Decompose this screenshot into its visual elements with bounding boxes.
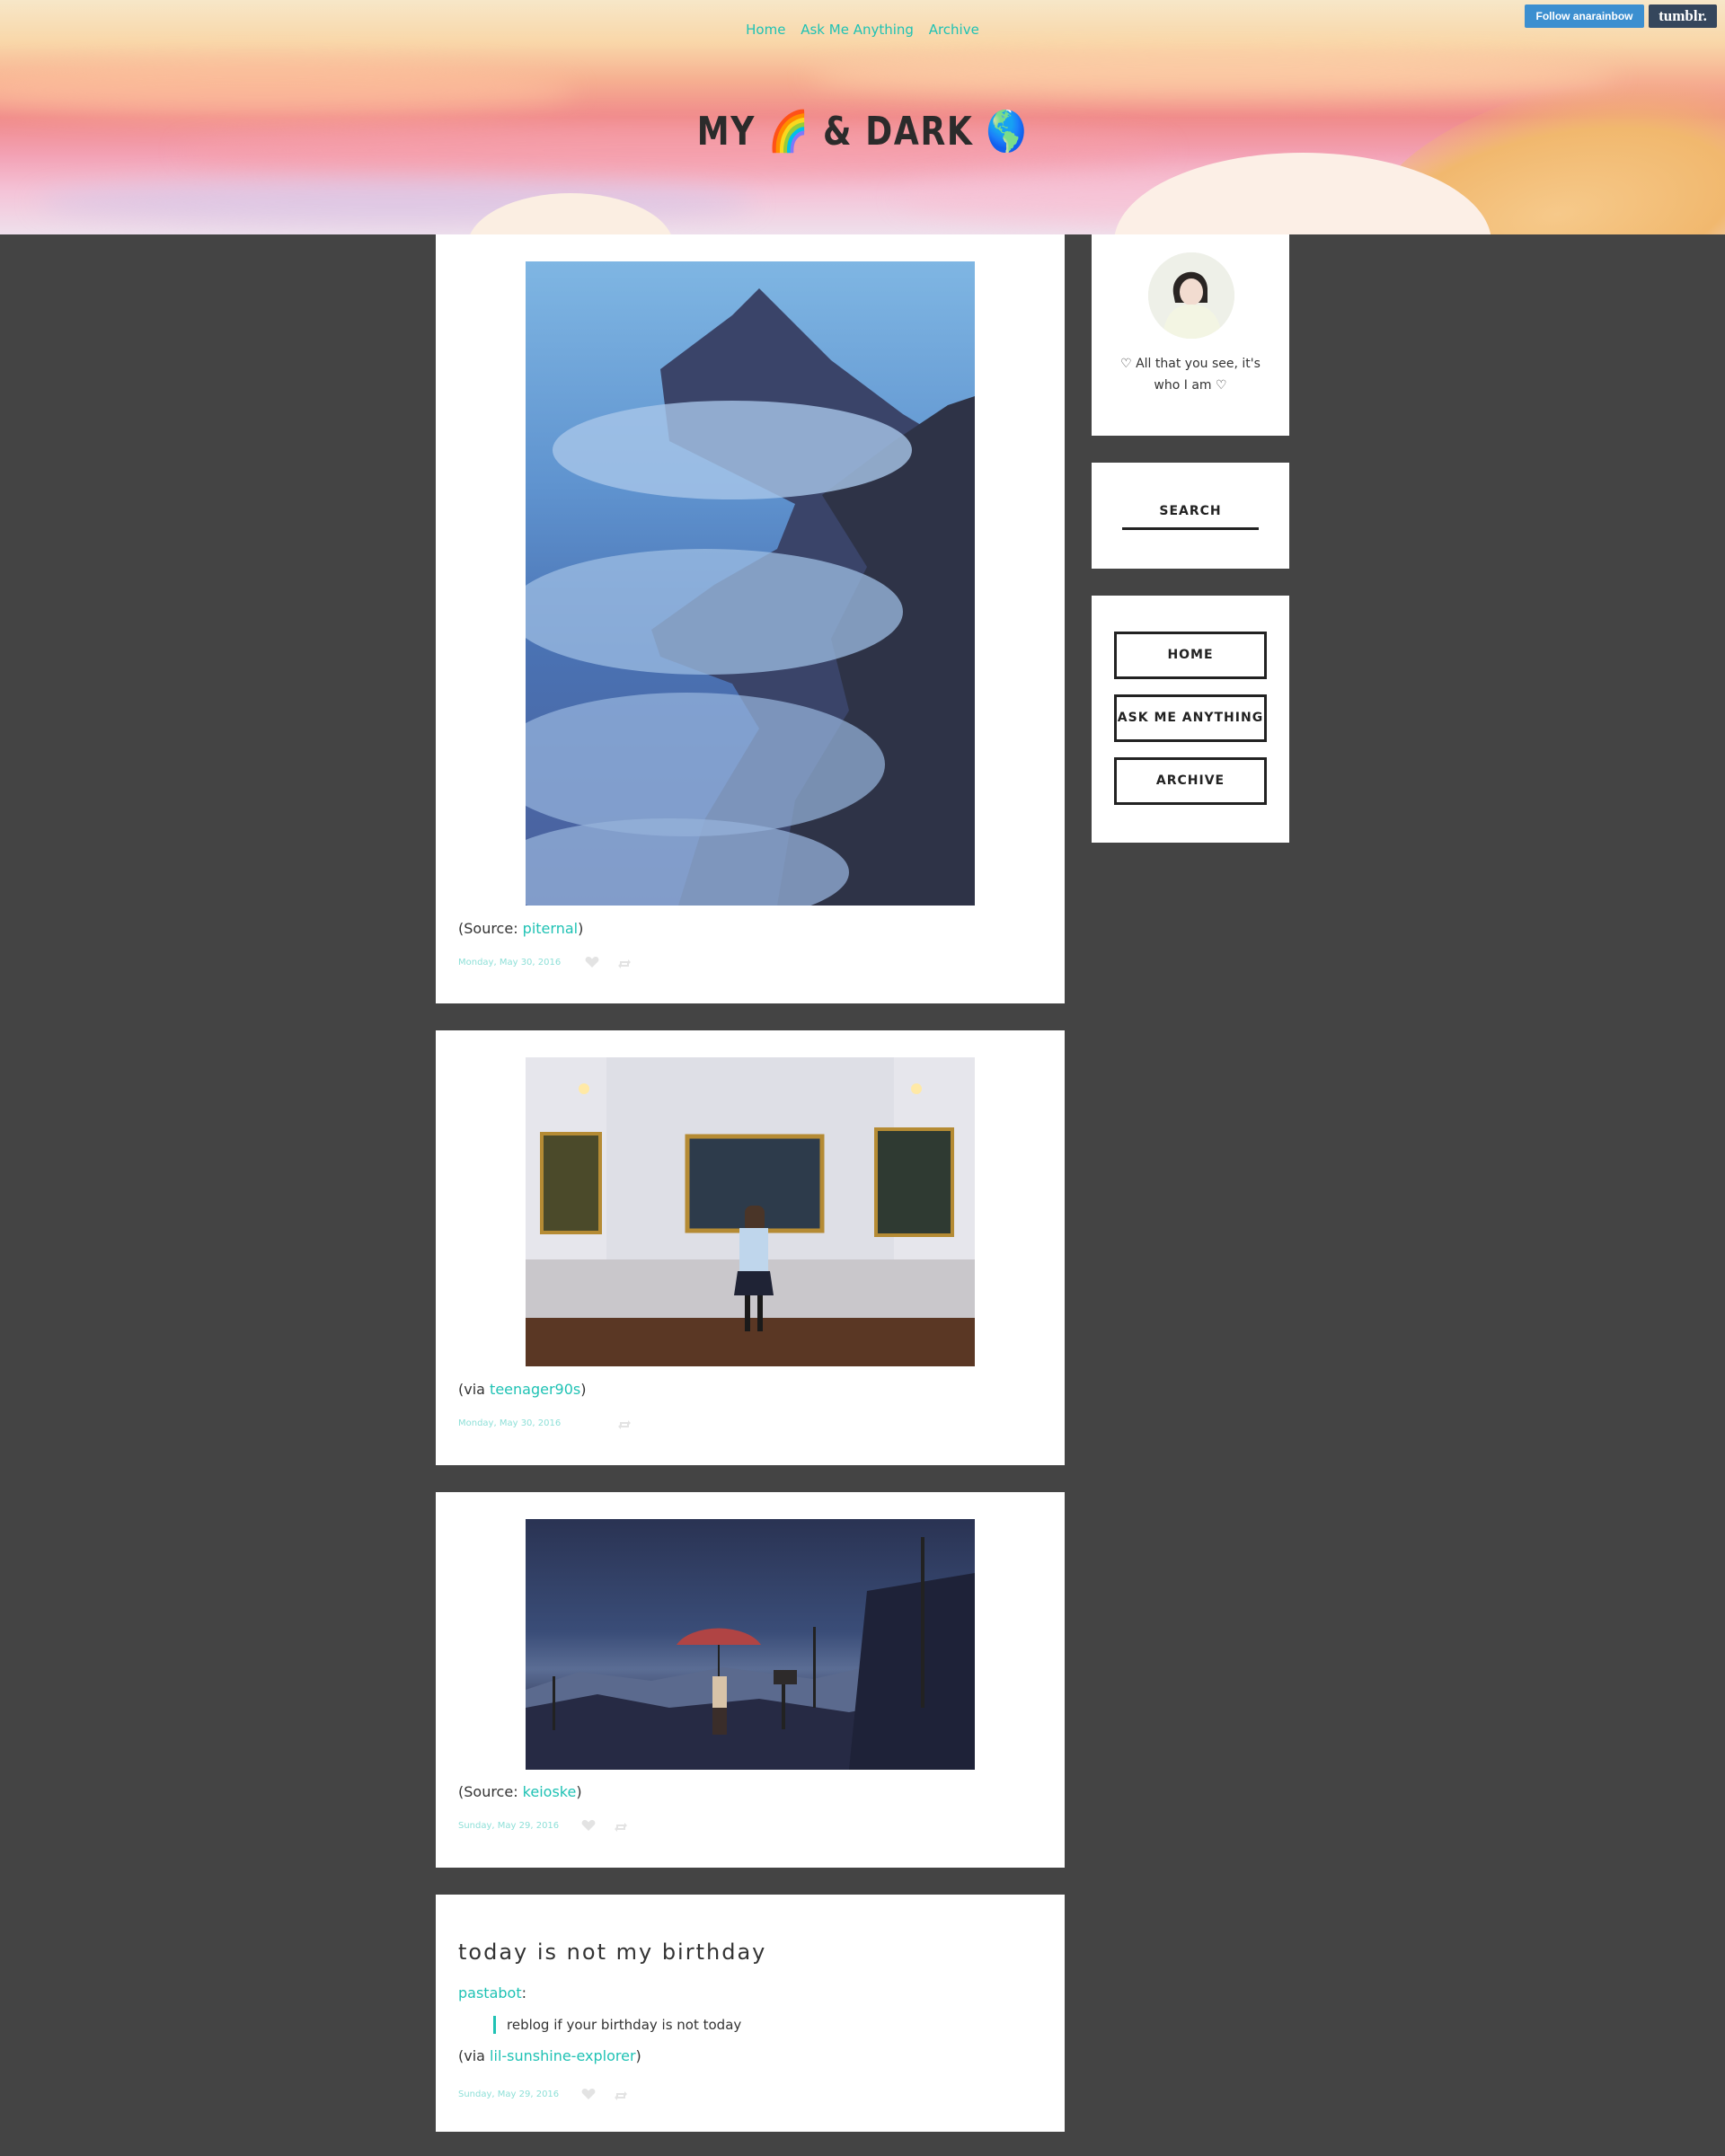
post-caption: (Source: piternal)	[458, 920, 583, 937]
rainy-anime-scene-image	[526, 1537, 975, 1770]
post-photo: (Source: keioske) Sunday, May 29, 2016	[436, 1492, 1065, 1868]
like-heart-icon[interactable]	[581, 1819, 596, 1832]
search-input[interactable]	[1122, 527, 1259, 530]
post-date[interactable]: Sunday, May 29, 2016	[458, 2090, 560, 2099]
blog-header: Home Ask Me Anything Archive MY 🌈 & DARK…	[0, 0, 1725, 234]
tumblr-logo-button[interactable]: tumblr.	[1649, 4, 1717, 28]
search-label[interactable]: SEARCH	[1159, 504, 1222, 518]
top-nav: Home Ask Me Anything Archive	[0, 22, 1725, 38]
header-cloud	[809, 54, 1617, 99]
museum-gallery-image	[526, 1057, 975, 1366]
source-link[interactable]: piternal	[522, 920, 579, 937]
header-cloud	[0, 63, 575, 117]
header-cloud	[180, 126, 1168, 175]
follow-button[interactable]: Follow anarainbow	[1525, 4, 1644, 28]
caption-prefix: (Source:	[458, 1783, 523, 1800]
caption-prefix: (via	[458, 2047, 491, 2064]
like-heart-icon[interactable]	[581, 2088, 596, 2100]
caption-suffix: )	[578, 920, 584, 937]
post-title[interactable]: today is not my birthday	[458, 1940, 767, 1965]
post-photo: (via teenager90s) Monday, May 30, 2016	[436, 1030, 1065, 1465]
post-text: today is not my birthday pastabot: reblo…	[436, 1895, 1065, 2132]
post-date[interactable]: Sunday, May 29, 2016	[458, 1821, 560, 1831]
caption-suffix: )	[635, 2047, 641, 2064]
source-link[interactable]: keioske	[522, 1783, 577, 1800]
reblog-icon[interactable]	[614, 2090, 628, 2101]
sidebar-home-button[interactable]: HOME	[1114, 632, 1267, 679]
via-link[interactable]: teenager90s	[490, 1381, 581, 1398]
sidebar-profile: ♡ All that you see, it's who I am ♡	[1092, 234, 1289, 436]
blockquote-text: reblog if your birthday is not today	[507, 2017, 742, 2033]
post-image[interactable]	[526, 1519, 975, 1770]
reblog-icon[interactable]	[617, 1419, 632, 1430]
sidebar-archive-button[interactable]: ARCHIVE	[1114, 757, 1267, 805]
via-link[interactable]: lil-sunshine-explorer	[490, 2047, 636, 2064]
post-image[interactable]	[526, 1057, 975, 1366]
reblog-icon[interactable]	[617, 959, 632, 969]
top-nav-archive[interactable]: Archive	[928, 22, 979, 38]
caption-suffix: )	[580, 1381, 587, 1398]
post-caption: (via lil-sunshine-explorer)	[458, 2047, 641, 2064]
post-image[interactable]	[526, 261, 975, 906]
caption-suffix: )	[576, 1783, 582, 1800]
top-nav-home[interactable]: Home	[746, 22, 786, 38]
like-heart-icon[interactable]	[585, 956, 599, 968]
blog-title[interactable]: MY 🌈 & DARK 🌎	[696, 109, 1029, 155]
post-date[interactable]: Monday, May 30, 2016	[458, 1418, 562, 1428]
reblog-icon[interactable]	[614, 1822, 628, 1833]
avatar-image	[1148, 252, 1234, 339]
post-date[interactable]: Monday, May 30, 2016	[458, 958, 562, 968]
caption-prefix: (via	[458, 1381, 491, 1398]
sidebar-nav: HOME ASK ME ANYTHING ARCHIVE	[1092, 596, 1289, 843]
author-suffix: :	[521, 1984, 526, 2001]
post-photo: (Source: piternal) Monday, May 30, 2016	[436, 234, 1065, 1003]
sidebar-ask-button[interactable]: ASK ME ANYTHING	[1114, 694, 1267, 742]
mountain-fog-image	[526, 288, 975, 906]
post-caption: (Source: keioske)	[458, 1783, 582, 1800]
blockquote-bar	[493, 2016, 496, 2034]
post-author-line: pastabot:	[458, 1984, 526, 2001]
author-link[interactable]: pastabot	[458, 1984, 522, 2001]
caption-prefix: (Source:	[458, 920, 523, 937]
sidebar-search: SEARCH	[1092, 463, 1289, 569]
avatar[interactable]	[1148, 252, 1234, 339]
post-caption: (via teenager90s)	[458, 1381, 586, 1398]
blog-description: ♡ All that you see, it's who I am ♡	[1120, 357, 1261, 393]
top-nav-ask[interactable]: Ask Me Anything	[801, 22, 914, 38]
